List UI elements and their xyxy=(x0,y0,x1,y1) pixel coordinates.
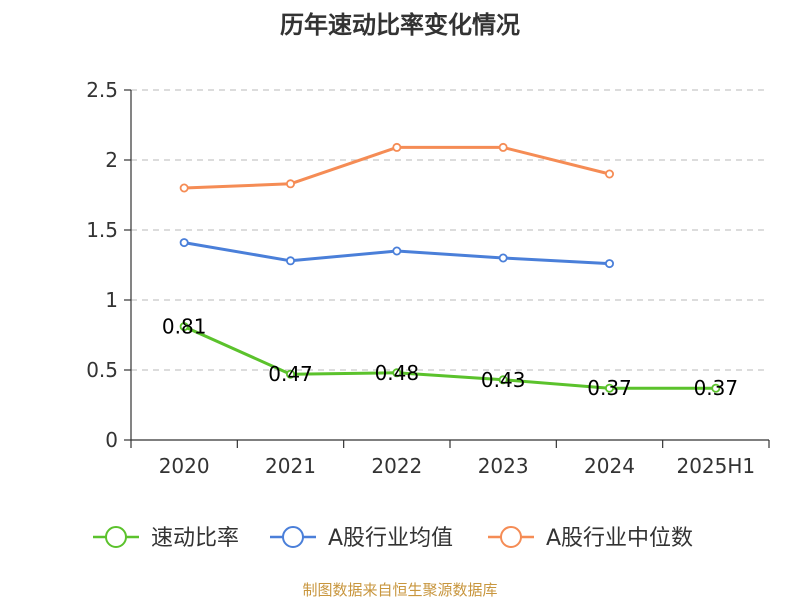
legend: 速动比率 A股行业均值 A股行业中位数 xyxy=(93,526,693,551)
legend-marker xyxy=(105,526,127,548)
data-label: 0.47 xyxy=(268,362,313,386)
y-tick-label: 1 xyxy=(105,288,118,312)
legend-label: A股行业均值 xyxy=(328,526,453,551)
x-tick-label: 2023 xyxy=(478,454,529,478)
series-line xyxy=(184,145,610,190)
legend-label: A股行业中位数 xyxy=(546,526,693,551)
data-label: 0.43 xyxy=(481,368,526,392)
x-tick-label: 2021 xyxy=(265,454,316,478)
data-point xyxy=(605,259,615,269)
x-tick-label: 2025H1 xyxy=(676,454,755,478)
chart-title: 历年速动比率变化情况 xyxy=(280,11,520,39)
data-point xyxy=(392,246,402,256)
legend-label: 速动比率 xyxy=(151,526,239,551)
y-tick-label: 1.5 xyxy=(86,218,118,242)
series-group xyxy=(179,142,721,393)
data-label: 0.48 xyxy=(375,361,420,385)
x-tick-label: 2024 xyxy=(584,454,635,478)
data-point xyxy=(179,183,189,193)
y-tick-label: 0.5 xyxy=(86,358,118,382)
data-label: 0.37 xyxy=(694,376,739,400)
data-point xyxy=(285,179,295,189)
data-point xyxy=(392,368,402,378)
data-point xyxy=(179,322,189,332)
data-point xyxy=(605,383,615,393)
data-point xyxy=(498,375,508,385)
legend-marker xyxy=(282,526,304,548)
x-tick-label: 2022 xyxy=(371,454,422,478)
y-tick-label: 0 xyxy=(105,428,118,452)
data-point xyxy=(179,238,189,248)
data-point xyxy=(498,253,508,263)
data-point xyxy=(285,256,295,266)
data-point xyxy=(392,142,402,152)
data-label: 0.81 xyxy=(162,315,207,339)
data-point xyxy=(711,383,721,393)
y-tick-label: 2 xyxy=(105,148,118,172)
source-note: 制图数据来自恒生聚源数据库 xyxy=(302,581,497,599)
data-point xyxy=(498,142,508,152)
y-tick-label: 2.5 xyxy=(86,78,118,102)
data-labels: 0.81 0.47 0.48 0.43 0.37 0.37 xyxy=(162,315,738,401)
legend-marker xyxy=(500,526,522,548)
axes: 0 0.5 1 1.5 2 2.5 2020 2021 2022 2023 2024 2025H1 xyxy=(86,78,770,478)
series-line xyxy=(183,325,716,390)
data-point xyxy=(285,369,295,379)
data-point xyxy=(605,169,615,179)
data-label: 0.37 xyxy=(587,376,632,400)
grid-lines xyxy=(131,89,769,371)
x-tick-label: 2020 xyxy=(159,454,210,478)
